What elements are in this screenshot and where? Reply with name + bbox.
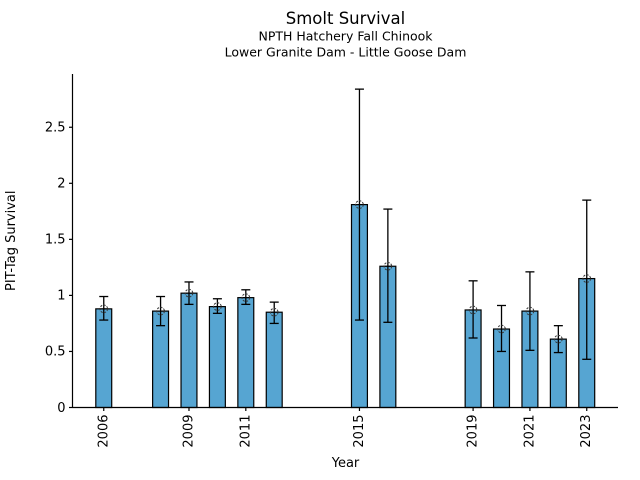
error-bar-2020 bbox=[497, 304, 507, 353]
point-marker bbox=[383, 261, 393, 271]
error-bar-2021 bbox=[525, 271, 535, 351]
chart-subtitle-line2: Lower Granite Dam - Little Goose Dam bbox=[225, 45, 467, 60]
error-bar-2011 bbox=[241, 289, 251, 306]
point-marker bbox=[213, 302, 222, 311]
y-tick-label: 1.5 bbox=[45, 233, 66, 248]
x-tick-label: 2019 bbox=[466, 415, 481, 448]
point-marker bbox=[525, 306, 535, 316]
y-tick-label: 0 bbox=[57, 401, 65, 416]
point-marker bbox=[99, 304, 109, 314]
bar-2006 bbox=[95, 308, 113, 409]
chart-subtitle-line1: NPTH Hatchery Fall Chinook bbox=[258, 29, 433, 44]
bar-2012 bbox=[265, 311, 283, 409]
x-tick-label: 2023 bbox=[579, 415, 594, 448]
point-marker bbox=[582, 274, 592, 283]
error-bar-2012 bbox=[269, 301, 279, 325]
error-bar-2015 bbox=[354, 88, 364, 321]
y-tick-label: 2.5 bbox=[45, 121, 66, 136]
y-tick-label: 2 bbox=[57, 177, 65, 192]
x-tick-label: 2009 bbox=[181, 415, 196, 448]
error-bars-layer bbox=[99, 88, 592, 360]
point-marker bbox=[554, 334, 563, 344]
x-tick-label: 2015 bbox=[352, 415, 367, 448]
x-tick-label: 2011 bbox=[238, 415, 253, 448]
bar-2011 bbox=[237, 297, 255, 409]
point-marker bbox=[269, 307, 279, 317]
axes-layer: 0 0.5 1 1.5 2 2.5 2006 2009 2011 2015 2019 2021 2023 bbox=[45, 74, 618, 448]
error-bar-2010 bbox=[212, 298, 222, 314]
error-bar-2023 bbox=[582, 199, 592, 360]
bar-2009 bbox=[180, 292, 198, 409]
point-marker bbox=[468, 305, 478, 315]
x-tick-label: 2021 bbox=[522, 415, 537, 448]
chart-title: Smolt Survival bbox=[286, 9, 405, 28]
y-tick-label: 1 bbox=[57, 289, 65, 304]
point-marker bbox=[156, 306, 165, 316]
y-axis-label: PIT-Tag Survival bbox=[4, 191, 19, 291]
bar-2010 bbox=[208, 306, 226, 409]
error-bar-2008 bbox=[156, 295, 166, 327]
x-tick-label: 2006 bbox=[96, 415, 111, 448]
error-bar-2022 bbox=[553, 325, 563, 354]
error-bar-2006 bbox=[99, 295, 109, 321]
y-tick-label: 0.5 bbox=[45, 345, 66, 360]
point-marker bbox=[241, 293, 251, 302]
error-bar-2009 bbox=[184, 281, 194, 306]
x-axis-label: Year bbox=[331, 456, 360, 471]
point-marker bbox=[184, 288, 194, 298]
bars-layer bbox=[95, 204, 596, 409]
point-marker bbox=[355, 200, 364, 209]
point-marker bbox=[497, 324, 506, 334]
error-bar-2016 bbox=[383, 208, 393, 323]
error-bar-2019 bbox=[468, 280, 478, 339]
